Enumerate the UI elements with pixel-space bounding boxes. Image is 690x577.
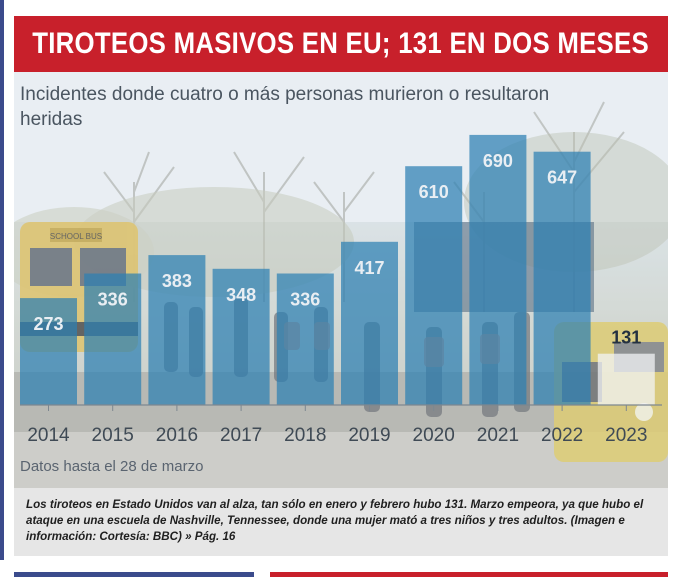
data-note: Datos hasta el 28 de marzo bbox=[20, 458, 203, 475]
value-label-2020: 610 bbox=[419, 182, 449, 202]
value-label-2014: 273 bbox=[33, 314, 63, 334]
chart-title: TIROTEOS MASIVOS EN EU; 131 EN DOS MESES bbox=[32, 27, 650, 60]
value-label-2018: 336 bbox=[290, 290, 320, 310]
svg-text:SCHOOL BUS: SCHOOL BUS bbox=[50, 232, 102, 241]
bar-2023 bbox=[597, 353, 655, 405]
bar-2017 bbox=[212, 268, 270, 405]
value-label-2021: 690 bbox=[483, 151, 513, 171]
year-label-2018: 2018 bbox=[284, 425, 326, 446]
bar-2015 bbox=[84, 273, 142, 405]
title-band: TIROTEOS MASIVOS EN EU; 131 EN DOS MESES bbox=[14, 16, 668, 72]
value-label-2016: 383 bbox=[162, 271, 192, 291]
bar-2020 bbox=[405, 166, 463, 405]
bar-2018 bbox=[276, 273, 334, 405]
bar-2021 bbox=[469, 134, 527, 405]
year-label-2023: 2023 bbox=[605, 425, 647, 446]
year-label-2019: 2019 bbox=[348, 425, 390, 446]
year-label-2014: 2014 bbox=[27, 425, 70, 446]
year-label-2020: 2020 bbox=[413, 425, 455, 446]
value-label-2022: 647 bbox=[547, 168, 577, 188]
infographic-card: TIROTEOS MASIVOS EN EU; 131 EN DOS MESES bbox=[14, 16, 668, 556]
year-label-2022: 2022 bbox=[541, 425, 583, 446]
year-label-2017: 2017 bbox=[220, 425, 262, 446]
year-label-2015: 2015 bbox=[92, 425, 134, 446]
bar-2014 bbox=[20, 298, 77, 405]
next-article-strip-right bbox=[270, 572, 668, 577]
chart-subtitle: Incidentes donde cuatro o más personas m… bbox=[20, 84, 550, 130]
page-edge-stripe bbox=[0, 0, 4, 560]
bar-2019 bbox=[341, 241, 398, 405]
value-label-2015: 336 bbox=[98, 290, 128, 310]
next-article-strip-left bbox=[14, 572, 254, 577]
value-label-2017: 348 bbox=[226, 285, 256, 305]
bar-2016 bbox=[148, 255, 206, 405]
bar-2022 bbox=[533, 151, 591, 405]
value-label-2019: 417 bbox=[354, 258, 384, 278]
year-label-2016: 2016 bbox=[156, 425, 198, 446]
bar-chart: 273 336 383 348 336 417 610 690 647 131 2014 2015 2… bbox=[20, 134, 662, 475]
caption: Los tiroteos en Estado Unidos van al alz… bbox=[14, 488, 668, 556]
year-label-2021: 2021 bbox=[477, 425, 519, 446]
value-label-2023: 131 bbox=[611, 328, 641, 348]
